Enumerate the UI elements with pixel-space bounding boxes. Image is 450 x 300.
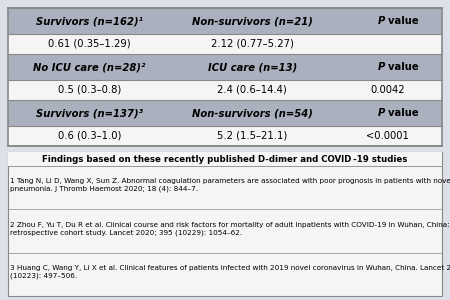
Text: 2.4 (0.6–14.4): 2.4 (0.6–14.4) bbox=[217, 85, 287, 95]
Bar bbox=[8, 126, 442, 146]
Text: 0.5 (0.3–0.8): 0.5 (0.3–0.8) bbox=[58, 85, 121, 95]
Text: 0.6 (0.3–1.0): 0.6 (0.3–1.0) bbox=[58, 131, 121, 141]
Text: 3 Huang C, Wang Y, Li X et al. Clinical features of patients infected with 2019 : 3 Huang C, Wang Y, Li X et al. Clinical … bbox=[10, 265, 450, 279]
Bar bbox=[8, 100, 442, 126]
Bar bbox=[8, 8, 442, 34]
Text: Non-survivors (n=21): Non-survivors (n=21) bbox=[192, 16, 313, 26]
Text: P: P bbox=[378, 108, 385, 118]
Text: Non-survivors (n=54): Non-survivors (n=54) bbox=[192, 108, 313, 118]
Text: 1 Tang N, Li D, Wang X, Sun Z. Abnormal coagulation parameters are associated wi: 1 Tang N, Li D, Wang X, Sun Z. Abnormal … bbox=[10, 178, 450, 193]
Bar bbox=[8, 54, 442, 80]
Bar bbox=[8, 152, 442, 166]
Text: 2 Zhou F, Yu T, Du R et al. Clinical course and risk factors for mortality of ad: 2 Zhou F, Yu T, Du R et al. Clinical cou… bbox=[10, 222, 450, 236]
Text: 2.12 (0.77–5.27): 2.12 (0.77–5.27) bbox=[211, 39, 293, 49]
Text: Findings based on these recently published D-dimer and COVID -19 studies: Findings based on these recently publish… bbox=[42, 154, 408, 164]
Text: value: value bbox=[386, 16, 418, 26]
Text: value: value bbox=[386, 62, 418, 72]
Text: P: P bbox=[378, 16, 385, 26]
Text: 0.61 (0.35–1.29): 0.61 (0.35–1.29) bbox=[48, 39, 130, 49]
Text: P: P bbox=[378, 62, 385, 72]
Text: 0.0042: 0.0042 bbox=[370, 85, 405, 95]
Text: <0.0001: <0.0001 bbox=[366, 131, 409, 141]
Text: No ICU care (n=28)²: No ICU care (n=28)² bbox=[33, 62, 145, 72]
Text: Survivors (n=137)³: Survivors (n=137)³ bbox=[36, 108, 143, 118]
Bar bbox=[8, 34, 442, 54]
Text: 5.2 (1.5–21.1): 5.2 (1.5–21.1) bbox=[217, 131, 287, 141]
Bar bbox=[8, 152, 442, 296]
Text: Survivors (n=162)¹: Survivors (n=162)¹ bbox=[36, 16, 143, 26]
Text: value: value bbox=[386, 108, 418, 118]
Text: ICU care (n=13): ICU care (n=13) bbox=[207, 62, 297, 72]
Bar bbox=[8, 80, 442, 100]
